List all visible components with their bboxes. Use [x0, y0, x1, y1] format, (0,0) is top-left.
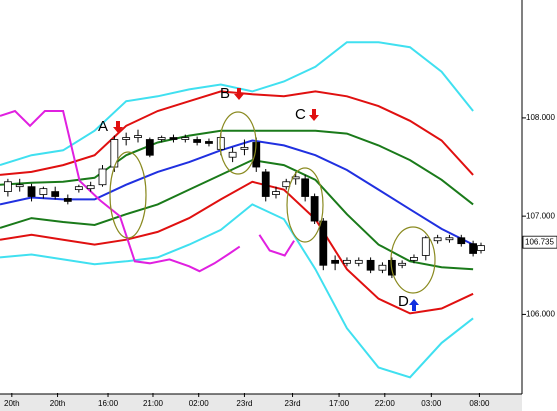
indicator-line: [0, 159, 474, 271]
x-tick-label: 17:00: [329, 399, 350, 408]
indicator-line: [0, 139, 474, 246]
candle-body: [169, 137, 178, 140]
annotation: D: [398, 293, 409, 310]
x-tick-label: 23rd: [285, 399, 301, 408]
candle-body: [301, 178, 310, 197]
annotation: A: [98, 118, 108, 135]
plot: [0, 41, 485, 379]
last-price-label: 106.735: [525, 237, 554, 246]
candle-body: [39, 188, 48, 195]
candle-body: [240, 146, 249, 150]
candle-body: [457, 237, 466, 245]
candle-body: [433, 237, 442, 242]
y-tick-label: 107.000: [526, 211, 555, 220]
highlight-ellipse: [219, 111, 257, 175]
x-tick-label: 20th: [4, 399, 20, 408]
x-tick-label: 02:00: [189, 399, 210, 408]
candle-body: [193, 139, 202, 143]
candle-body: [282, 181, 291, 188]
indicator-line: [0, 41, 474, 167]
candle-body: [15, 184, 24, 188]
candle-body: [74, 186, 83, 191]
annotation: B: [220, 85, 230, 102]
highlight-ellipse: [390, 226, 436, 294]
y-tick-label: 106.000: [526, 310, 555, 319]
down-arrow: [113, 121, 123, 133]
x-tick-label: 22:00: [375, 399, 396, 408]
x-tick-label: 16:00: [98, 399, 119, 408]
candle-body: [398, 262, 407, 266]
candle-body: [51, 191, 60, 197]
candle-body: [331, 259, 340, 264]
candle-body: [3, 181, 12, 192]
candle-body: [378, 264, 387, 271]
candle-body: [445, 237, 454, 241]
candle-body: [216, 137, 225, 150]
candle-body: [122, 137, 131, 140]
candle-body: [110, 139, 119, 168]
candle-body: [145, 139, 154, 156]
annotation: C: [295, 106, 306, 123]
indicator-line: [0, 203, 474, 379]
candle-body: [421, 237, 430, 256]
candle-body: [157, 137, 166, 140]
indicator-line: [0, 180, 474, 315]
highlight-ellipse: [286, 167, 324, 243]
x-tick-label: 03:00: [421, 399, 442, 408]
candle-body: [410, 257, 418, 261]
indicator-line: [0, 109, 295, 273]
x-tick-label: 20th: [50, 399, 66, 408]
candle-body: [27, 186, 36, 197]
down-arrow: [309, 109, 319, 121]
candle-body: [272, 191, 280, 195]
down-arrow: [234, 88, 244, 100]
candle-body: [477, 245, 485, 251]
highlight-ellipse: [109, 151, 147, 239]
candle-body: [134, 135, 142, 138]
y-tick-label: 108.000: [526, 113, 555, 122]
x-axis-strip: [0, 394, 522, 411]
candle-body: [319, 220, 328, 266]
indicator-line: [0, 90, 474, 176]
candle-body: [343, 259, 351, 264]
candle-body: [86, 185, 95, 190]
x-tick-label: 23rd: [236, 399, 252, 408]
x-tick-label: 08:00: [469, 399, 490, 408]
candle-body: [261, 171, 270, 197]
candle-body: [366, 259, 375, 271]
candle-body: [205, 141, 213, 144]
last-price-box: [522, 235, 557, 249]
candle-body: [469, 243, 478, 254]
candle-body: [181, 137, 190, 140]
candle-body: [98, 168, 107, 186]
candle-body: [310, 196, 319, 222]
candle-body: [63, 198, 72, 202]
candle-body: [228, 151, 237, 158]
x-tick-label: 21:00: [143, 399, 164, 408]
candle-body: [354, 259, 363, 264]
up-arrow: [409, 299, 419, 311]
